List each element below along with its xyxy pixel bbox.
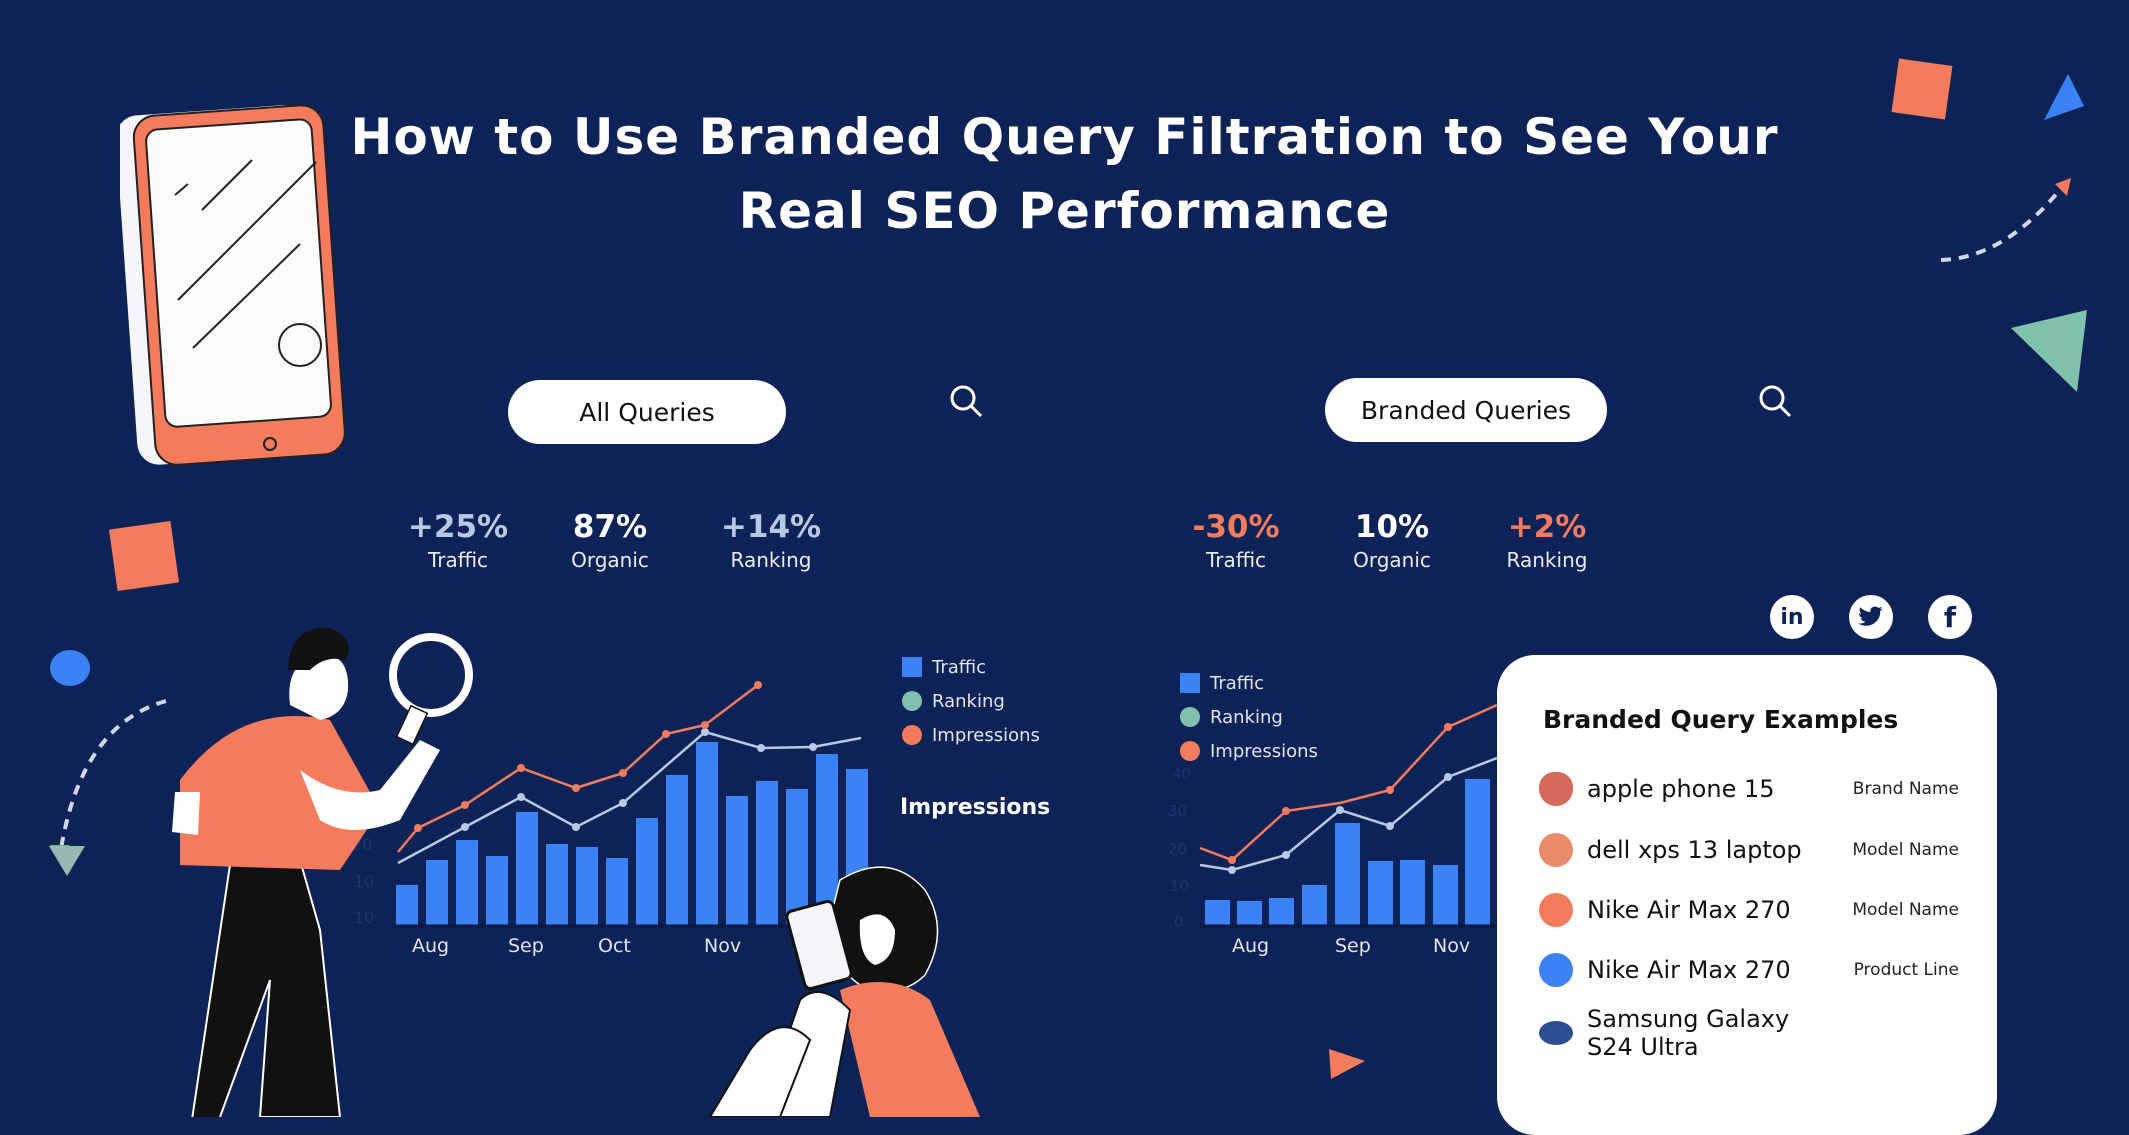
query-type: Model Name	[1852, 840, 1959, 860]
query-text: Samsung Galaxy S24 Ultra	[1587, 1005, 1790, 1061]
stat-value: -30%	[1192, 509, 1280, 545]
teal-triangle-shape	[49, 846, 85, 876]
query-type: Product Line	[1853, 960, 1959, 980]
impressions-annotation: Impressions	[900, 795, 1051, 820]
twitter-bird-icon	[1858, 606, 1883, 626]
x-axis-label-oct: Oct	[598, 935, 631, 957]
stat-ranking: +2% Ranking	[1477, 508, 1617, 574]
query-text: Nike Air Max 270	[1587, 896, 1791, 924]
stat-label: Organic	[1353, 548, 1431, 572]
branded-queries-button[interactable]: Branded Queries	[1325, 378, 1607, 442]
square-icon	[902, 657, 922, 677]
all-queries-button[interactable]: All Queries	[508, 380, 786, 444]
title-line-2: Real SEO Performance	[738, 182, 1391, 240]
y-axis-label: 10	[354, 908, 375, 927]
stat-value: +14%	[720, 509, 822, 545]
circle-icon	[902, 725, 922, 745]
stat-value: +2%	[1507, 509, 1587, 545]
x-axis-label-aug: Aug	[412, 935, 450, 957]
query-text: Nike Air Max 270	[1587, 956, 1791, 984]
y-axis-label: 20	[1168, 840, 1188, 858]
x-axis-label-aug: Aug	[1232, 935, 1270, 957]
stat-label: Organic	[571, 548, 649, 572]
card-heading: Branded Query Examples	[1543, 705, 1899, 734]
blue-circle-shape	[50, 650, 90, 686]
circle-icon	[1180, 741, 1200, 761]
samsung-logo-icon	[1539, 1021, 1573, 1045]
woman-with-phone-illustration	[708, 866, 980, 1117]
list-item: Nike Air Max 270 Product Line	[1539, 948, 1959, 992]
y-axis-label: 40	[1172, 765, 1192, 783]
phone-illustration	[120, 104, 346, 466]
apple-logo-icon	[1539, 772, 1573, 806]
blue-triangle-shape	[2044, 74, 2084, 120]
left-chart-legend: Traffic Ranking Impressions	[902, 650, 1040, 752]
y-axis-label: 30	[1168, 802, 1188, 820]
stat-organic: 87% Organic	[540, 508, 680, 574]
legend-item-ranking: Ranking	[1180, 700, 1318, 734]
stat-label: Ranking	[730, 548, 812, 572]
page-title: How to Use Branded Query Filtration to S…	[0, 100, 2129, 248]
right-chart	[1199, 703, 1498, 928]
list-item: Nike Air Max 270 Model Name	[1539, 888, 1959, 932]
teal-triangle-shape	[2011, 310, 2087, 392]
stat-label: Traffic	[1205, 548, 1267, 572]
facebook-icon[interactable]: f	[1928, 595, 1972, 639]
x-axis-label-sep: Sep	[508, 935, 544, 957]
branded-query-examples-card: Branded Query Examples apple phone 15 Br…	[1497, 655, 1997, 1135]
y-axis-label: 10	[1170, 877, 1190, 895]
legend-item-impressions: Impressions	[1180, 734, 1318, 768]
man-with-magnifier-illustration	[172, 627, 473, 1117]
blue-dot-icon	[1539, 953, 1573, 987]
legend-item-traffic: Traffic	[1180, 666, 1318, 700]
dell-logo-icon	[1539, 833, 1573, 867]
stat-label: Traffic	[427, 548, 489, 572]
orange-square-shape	[108, 520, 180, 592]
list-item: apple phone 15 Brand Name	[1539, 767, 1959, 811]
stat-organic: 10% Organic	[1322, 508, 1462, 574]
legend-item-ranking: Ranking	[902, 684, 1040, 718]
x-axis-label-nov: Nov	[1433, 935, 1471, 957]
x-axis-label-nov: Nov	[704, 935, 742, 957]
query-type: Model Name	[1852, 900, 1959, 920]
query-text: apple phone 15	[1587, 775, 1775, 803]
traffic-bars	[1205, 779, 1490, 925]
stat-traffic: +25% Traffic	[388, 508, 528, 574]
stat-value: +25%	[407, 509, 509, 545]
legend-item-impressions: Impressions	[902, 718, 1040, 752]
search-icon[interactable]	[947, 382, 987, 422]
all-queries-label: All Queries	[579, 397, 715, 427]
stat-value: 10%	[1354, 509, 1430, 545]
title-line-1: How to Use Branded Query Filtration to S…	[350, 108, 1779, 166]
dashed-arrow-shape	[1940, 178, 2071, 262]
stat-traffic: -30% Traffic	[1166, 508, 1306, 574]
linkedin-icon[interactable]: in	[1770, 595, 1814, 639]
stat-ranking: +14% Ranking	[701, 508, 841, 574]
twitter-icon[interactable]	[1849, 595, 1893, 639]
circle-icon	[1180, 707, 1200, 727]
orange-triangle-shape	[1329, 1049, 1365, 1079]
y-axis-label: 10	[354, 872, 375, 891]
query-text: dell xps 13 laptop	[1587, 836, 1802, 864]
search-icon[interactable]	[1756, 382, 1796, 422]
right-chart-legend: Traffic Ranking Impressions	[1180, 666, 1318, 768]
x-axis-label-sep: Sep	[1335, 935, 1371, 957]
branded-queries-label: Branded Queries	[1360, 395, 1572, 425]
y-axis-label: 0	[1174, 913, 1184, 931]
query-type: Brand Name	[1852, 779, 1959, 799]
list-item: Samsung Galaxy S24 Ultra	[1539, 1005, 1959, 1061]
list-item: dell xps 13 laptop Model Name	[1539, 828, 1959, 872]
stat-value: 87%	[572, 509, 648, 545]
orange-dot-icon	[1539, 893, 1573, 927]
legend-item-traffic: Traffic	[902, 650, 1040, 684]
stat-label: Ranking	[1506, 548, 1588, 572]
circle-icon	[902, 691, 922, 711]
square-icon	[1180, 673, 1200, 693]
